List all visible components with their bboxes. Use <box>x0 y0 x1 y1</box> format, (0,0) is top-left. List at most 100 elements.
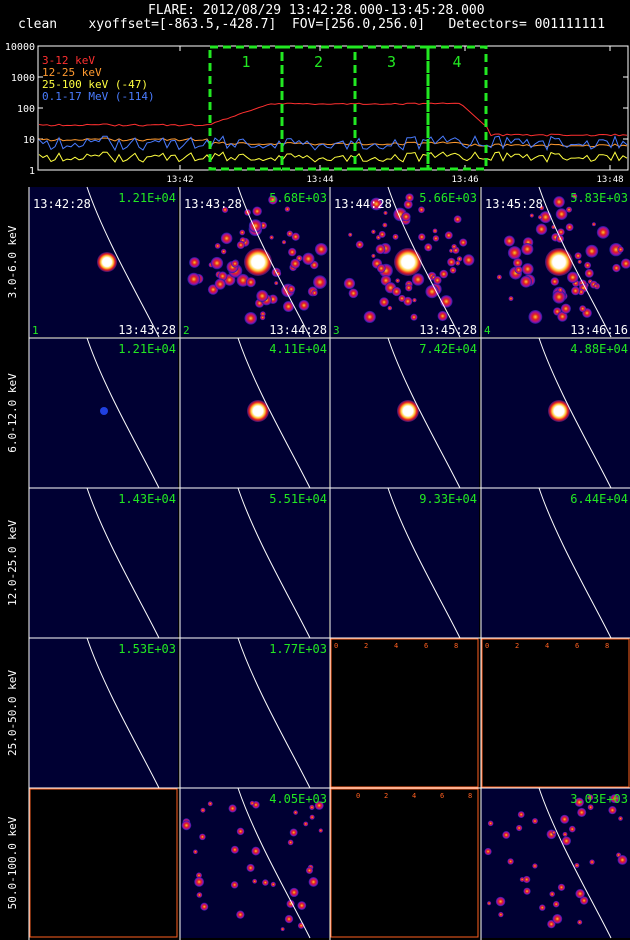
noise-blob <box>309 814 315 820</box>
noise-blob <box>453 215 462 224</box>
noise-blob <box>200 807 206 813</box>
noise-blob <box>405 284 413 292</box>
noise-blob <box>432 235 440 242</box>
noise-blob <box>565 223 574 232</box>
noise-blob <box>574 862 580 868</box>
noise-blob <box>314 800 324 810</box>
noise-blob <box>523 875 531 884</box>
noise-blob <box>405 193 414 202</box>
noise-blob <box>376 263 386 273</box>
noise-blob <box>228 804 237 813</box>
y-tick-label: 1000 <box>11 73 35 84</box>
noise-blob <box>348 232 353 237</box>
noise-blob <box>587 804 594 811</box>
noise-blob <box>246 863 255 872</box>
noise-blob <box>424 243 433 252</box>
noise-blob <box>220 232 233 245</box>
noise-blob <box>348 288 359 299</box>
noise-blob <box>355 240 364 249</box>
interval-label: 4 <box>452 53 461 71</box>
noise-blob <box>579 896 589 905</box>
axis-tick-label: 6 <box>424 642 428 650</box>
noise-blob <box>531 818 538 825</box>
noise-blob <box>571 286 580 296</box>
series-3-12kev <box>38 102 628 137</box>
noise-blob <box>289 887 299 898</box>
noise-blob <box>535 223 548 235</box>
noise-blob <box>287 839 294 846</box>
noise-blob <box>230 845 239 854</box>
noise-blob <box>231 259 239 268</box>
noise-blob <box>425 284 439 299</box>
solar-limb <box>237 337 311 489</box>
noise-blob <box>262 879 269 886</box>
source-blob <box>97 252 117 272</box>
noise-blob <box>309 804 315 810</box>
noise-blob <box>432 228 438 234</box>
empty-axes <box>330 638 479 788</box>
noise-blob <box>512 258 523 268</box>
noise-blob <box>577 807 587 818</box>
noise-blob <box>517 811 525 818</box>
y-tick-label: 10000 <box>5 42 35 53</box>
noise-blob <box>363 310 376 323</box>
header-params: clean xyoffset=[-863.5,-428.7] FOV=[256.… <box>18 18 605 32</box>
noise-blob <box>539 904 546 911</box>
image-panel: 0 2 4 6 8 <box>330 788 479 938</box>
image-panel: 6.44E+04 <box>481 487 630 639</box>
noise-blob <box>200 902 209 911</box>
noise-blob <box>617 246 624 253</box>
noise-blob <box>451 243 457 250</box>
solar-limb <box>86 337 160 489</box>
image-panel: 4.05E+03 <box>180 787 329 939</box>
noise-blob <box>286 899 295 908</box>
row-energy-label: 12.0-25.0 keV <box>6 520 19 606</box>
row-energy-label: 50.0-100.0 keV <box>6 816 19 909</box>
peak-value: 4.88E+04 <box>570 342 628 356</box>
interval-box <box>426 45 488 171</box>
axis-tick-label: 6 <box>440 792 444 800</box>
source-blob <box>247 400 269 422</box>
noise-blob <box>502 831 511 839</box>
start-time: 13:43:28 <box>184 197 242 211</box>
noise-blob <box>308 877 319 887</box>
noise-blob <box>392 233 399 240</box>
series-25-100kev <box>38 151 628 163</box>
solar-limb <box>538 337 612 489</box>
solar-limb <box>237 637 311 789</box>
noise-blob <box>610 794 620 804</box>
noise-blob <box>217 271 228 281</box>
noise-blob <box>287 285 296 294</box>
start-time: 13:44:28 <box>334 197 392 211</box>
noise-blob <box>284 206 291 212</box>
noise-blob <box>236 827 245 836</box>
peak-value: 5.83E+03 <box>570 191 628 205</box>
noise-blob <box>256 289 269 302</box>
noise-blob <box>245 277 256 288</box>
solar-limb <box>387 186 461 338</box>
noise-blob <box>196 892 203 898</box>
legend-entry: 12-25 keV <box>42 66 102 79</box>
noise-blob <box>439 269 449 279</box>
noise-blob <box>289 828 298 837</box>
empty-axes <box>481 638 630 788</box>
noise-blob <box>577 259 582 264</box>
noise-blob <box>487 901 492 906</box>
noise-blob <box>550 277 560 286</box>
method-label: clean <box>18 17 58 32</box>
noise-blob <box>618 816 623 821</box>
noise-blob <box>449 266 457 274</box>
image-panel: 4.11E+04 <box>180 337 329 489</box>
noise-blob <box>521 263 534 275</box>
series-0.1-17mev <box>38 135 628 152</box>
noise-blob <box>568 825 576 833</box>
image-panel: 0 2 4 6 8 <box>330 638 479 788</box>
noise-blob <box>214 278 226 290</box>
noise-blob <box>456 256 463 262</box>
panel-background <box>330 638 479 788</box>
axis-tick-label: 0 <box>356 792 360 800</box>
panel-background <box>330 488 479 638</box>
noise-blob <box>371 229 376 235</box>
solar-limb <box>387 487 461 639</box>
start-time: 13:45:28 <box>485 197 543 211</box>
